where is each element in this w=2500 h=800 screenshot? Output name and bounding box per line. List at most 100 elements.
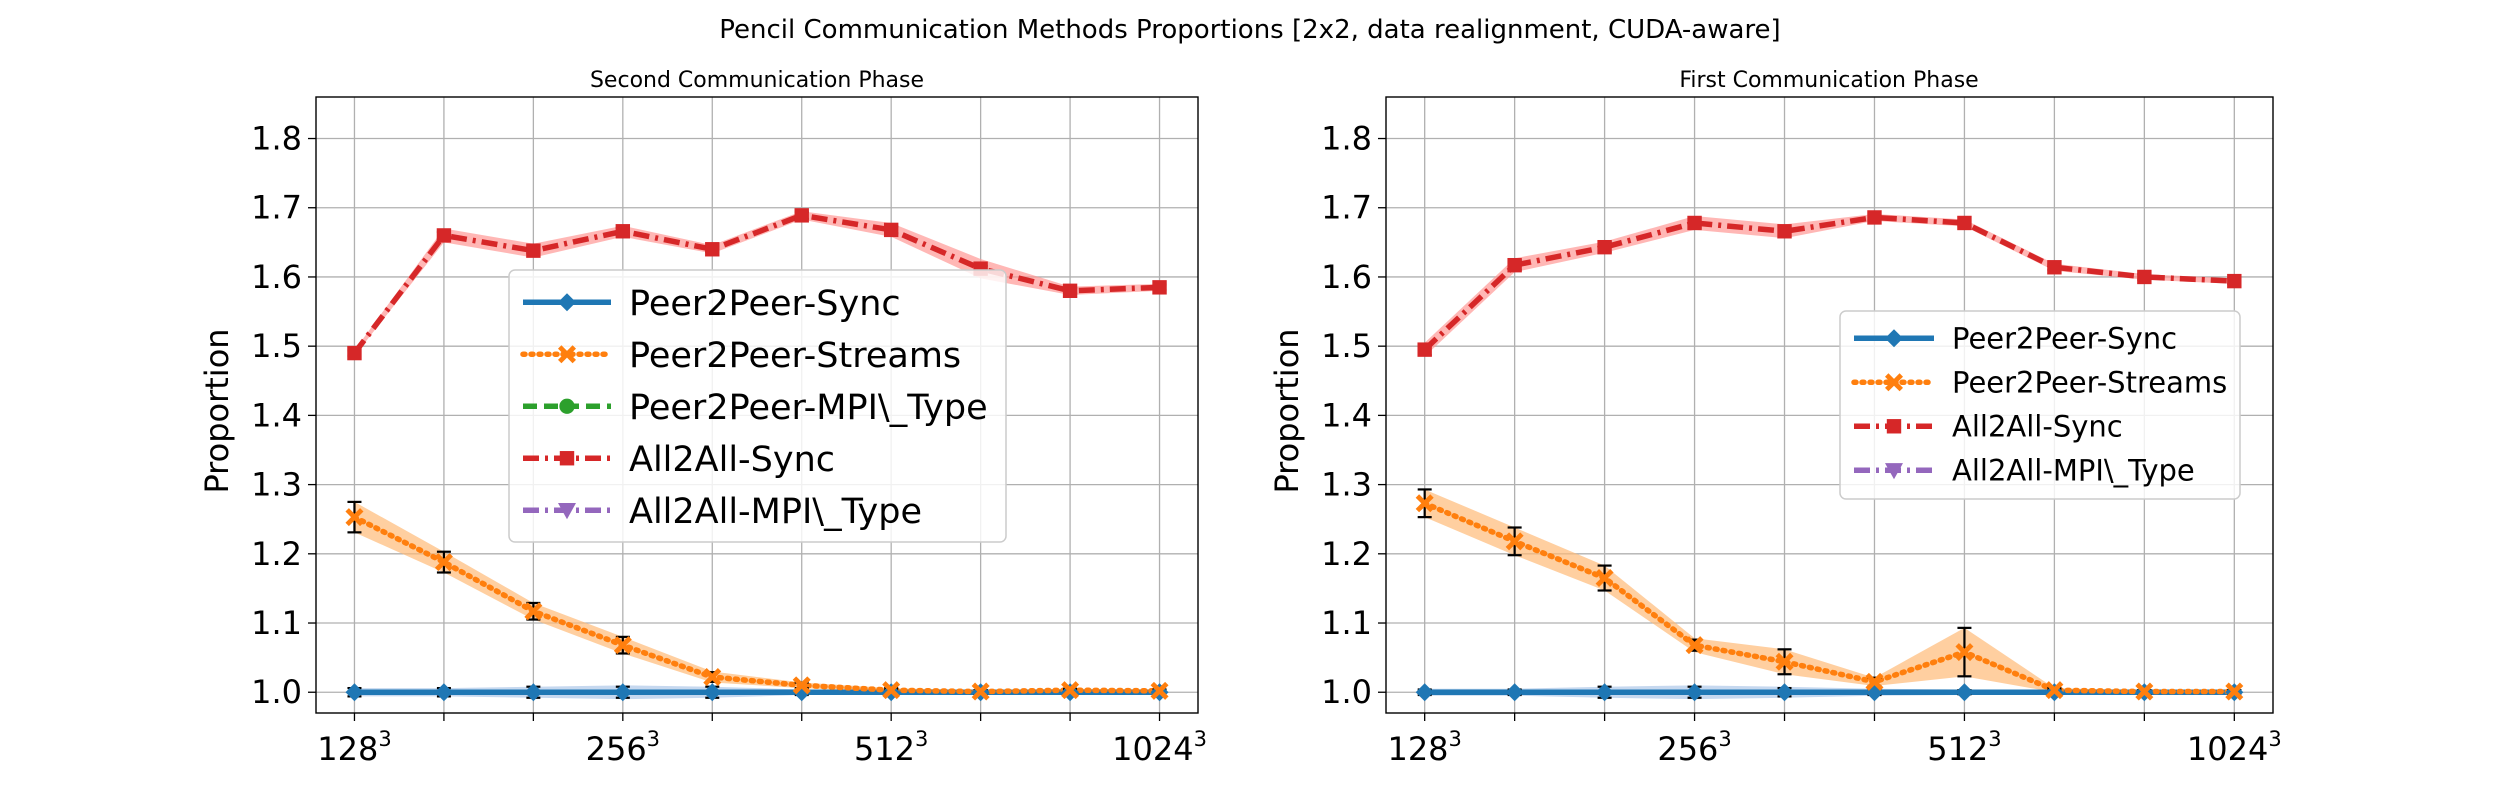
series-lines <box>351 212 1163 695</box>
point-peer2peer-sync <box>703 683 722 702</box>
x-tick-label: 1283 <box>317 727 391 768</box>
point-all2all-sync <box>1062 283 1078 298</box>
point-all2all-sync <box>1867 210 1882 225</box>
band-peer2peer-streams <box>354 501 1160 693</box>
x-tick-label: 2563 <box>1657 727 1731 768</box>
y-axis-label: Proportion <box>1268 328 1306 493</box>
line-all2all-sync <box>1422 214 2235 352</box>
x-tick-exponent: 3 <box>647 727 660 751</box>
legend-marker <box>559 398 575 414</box>
point-all2all-sync <box>615 224 631 239</box>
legend-item-peer2peer-sync: Peer2Peer-Sync <box>523 284 901 324</box>
point-all2all-sync <box>2137 269 2152 285</box>
y-tick-label: 1.5 <box>1321 327 1372 365</box>
point-peer2peer-streams <box>2045 681 2064 700</box>
panel-title: First Communication Phase <box>1679 68 1978 93</box>
legend-item-peer2peer-sync: Peer2Peer-Sync <box>1854 322 2177 356</box>
legend-item-all2all-mpi-type: All2All-MPI\_Type <box>1854 454 2195 488</box>
y-tick-label: 1.0 <box>251 673 302 711</box>
legend-marker <box>1885 463 1903 480</box>
legend-item-peer2peer-mpi-type: Peer2Peer-MPI\_Type <box>523 388 988 428</box>
point-peer2peer-streams <box>882 681 901 700</box>
legend: Peer2Peer-Sync Peer2Peer-Streams All2All-S… <box>1839 310 2241 500</box>
point-peer2peer-streams <box>703 668 722 687</box>
legend-box <box>508 269 1007 543</box>
x-tick-label: 5123 <box>1927 727 2001 768</box>
legend-item-peer2peer-streams: Peer2Peer-Streams <box>1851 366 2227 400</box>
data-markers <box>345 208 1169 702</box>
x-tick-exponent: 3 <box>915 727 928 751</box>
point-peer2peer-streams <box>2135 682 2154 701</box>
legend-marker <box>1885 373 1903 392</box>
point-peer2peer-streams <box>1685 636 1704 655</box>
x-tick-base: 256 <box>1657 730 1718 768</box>
y-tick-label: 1.3 <box>1321 466 1372 504</box>
y-tick-label: 1.8 <box>1321 120 1372 158</box>
point-peer2peer-sync <box>1685 683 1704 702</box>
band-peer2peer-streams <box>1424 489 2235 693</box>
point-all2all-sync <box>436 228 452 243</box>
legend-label: All2All-MPI\_Type <box>629 492 922 532</box>
point-all2all-sync <box>1152 280 1167 295</box>
point-peer2peer-streams <box>1955 643 1974 662</box>
point-peer2peer-sync <box>1955 683 1974 702</box>
line-all2all-sync <box>352 212 1160 355</box>
point-all2all-sync <box>794 208 809 223</box>
legend-marker <box>1885 329 1903 348</box>
x-tick-exponent: 3 <box>1718 727 1731 751</box>
x-tick-exponent: 3 <box>378 727 391 751</box>
data-markers <box>1415 210 2244 702</box>
point-peer2peer-sync <box>1505 683 1524 702</box>
point-peer2peer-streams <box>1415 494 1434 513</box>
legend: Peer2Peer-Sync Peer2Peer-Streams Peer2Peer… <box>508 269 1007 543</box>
point-peer2peer-sync <box>1775 683 1794 702</box>
point-peer2peer-sync <box>613 683 632 702</box>
figure-title: Pencil Communication Methods Proportions… <box>719 15 1780 45</box>
y-axis-label: Proportion <box>198 328 236 493</box>
point-all2all-sync <box>2227 273 2242 289</box>
point-all2all-sync <box>1417 342 1432 357</box>
y-tick-label: 1.5 <box>251 327 302 365</box>
y-tick-label: 1.8 <box>251 120 302 158</box>
point-peer2peer-streams <box>613 636 632 655</box>
point-peer2peer-streams <box>1865 672 1884 691</box>
x-tick-base: 128 <box>1387 730 1448 768</box>
point-peer2peer-sync <box>1595 683 1614 702</box>
point-all2all-sync <box>1957 215 1972 231</box>
legend-item-peer2peer-streams: Peer2Peer-Streams <box>520 336 961 376</box>
x-tick-base: 128 <box>317 730 378 768</box>
x-tick-base: 512 <box>1927 730 1988 768</box>
y-tick-label: 1.2 <box>1321 535 1372 573</box>
point-peer2peer-streams <box>971 682 990 701</box>
legend-label: Peer2Peer-Sync <box>629 284 901 324</box>
panel-title: Second Communication Phase <box>590 68 924 93</box>
x-tick-exponent: 3 <box>1988 727 2001 751</box>
point-all2all-sync <box>2047 260 2062 275</box>
legend-marker <box>558 503 576 520</box>
point-all2all-sync <box>1687 215 1702 231</box>
y-tick-label: 1.6 <box>1321 258 1372 296</box>
legend-label: All2All-Sync <box>1952 410 2123 444</box>
point-peer2peer-streams <box>434 553 453 572</box>
point-all2all-sync <box>705 242 720 257</box>
point-peer2peer-streams <box>1595 569 1614 588</box>
y-tick-label: 1.3 <box>251 466 302 504</box>
y-tick-label: 1.6 <box>251 258 302 296</box>
plot-frame <box>315 96 1199 714</box>
point-all2all-sync <box>1597 239 1612 255</box>
y-tick-label: 1.4 <box>251 396 302 434</box>
x-tick-label: 10243 <box>1112 727 1207 768</box>
point-peer2peer-streams <box>345 508 364 527</box>
legend-marker <box>1886 419 1902 434</box>
x-tick-label: 1283 <box>1387 727 1461 768</box>
point-all2all-sync <box>1777 224 1792 239</box>
y-tick-label: 1.1 <box>251 604 302 642</box>
legend-label: All2All-Sync <box>629 440 835 480</box>
line-peer2peer-streams <box>351 514 1163 695</box>
legend-label: Peer2Peer-Sync <box>1952 322 2177 356</box>
x-tick-base: 256 <box>586 730 647 768</box>
legend-item-all2all-sync: All2All-Sync <box>523 440 835 480</box>
x-tick-base: 512 <box>854 730 915 768</box>
